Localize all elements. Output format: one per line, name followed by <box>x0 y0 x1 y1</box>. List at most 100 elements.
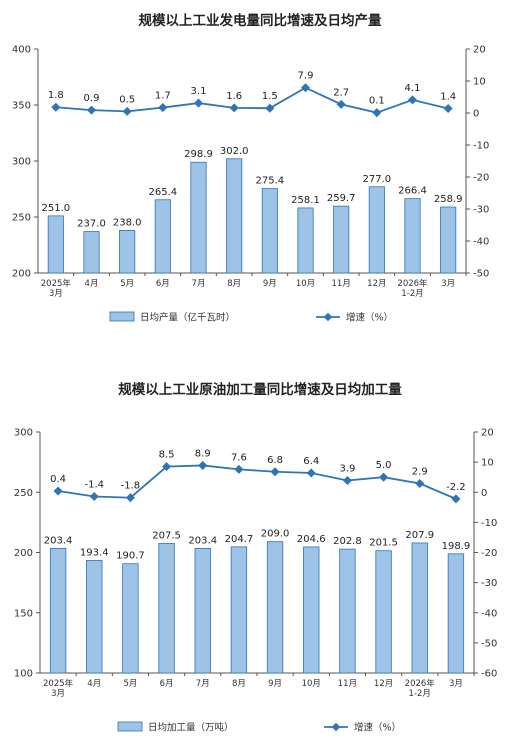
chart-1-line-point <box>158 103 168 113</box>
chart-2-left-tick-label: 250 <box>14 488 33 499</box>
chart-2-line-label: -2.2 <box>446 482 466 493</box>
chart-2-line-point <box>125 493 135 503</box>
chart-2-right-tick-label: -60 <box>481 669 497 680</box>
chart-1: 200 250 300 350 400 -50 -40 -30 -20 -10 0 10 20 251.0… <box>12 45 489 324</box>
chart-2-line-label: 0.4 <box>50 474 66 485</box>
chart-2-bar <box>375 550 392 674</box>
chart-1-right-tick-label: -30 <box>473 205 489 216</box>
chart-1-bar <box>226 158 243 274</box>
chart-1-growth-line <box>55 86 449 114</box>
chart-2-line-label: -1.4 <box>84 479 104 490</box>
chart-1-legend-bar-label: 日均产量（亿千瓦时） <box>140 312 235 324</box>
chart-2-right-tick-label: -20 <box>481 548 497 559</box>
chart-1-right-tick-label: 20 <box>473 45 486 56</box>
chart-2-category-label: 5月 <box>123 679 137 689</box>
chart-2-line-label: 8.9 <box>195 448 211 459</box>
chart-1-line-point <box>86 105 97 115</box>
chart-2-bar-label: 209.0 <box>261 529 290 540</box>
chart-2-left-tick-label: 300 <box>14 428 33 439</box>
chart-1-line-point <box>372 108 382 118</box>
chart-2-bar-label: 204.7 <box>225 534 254 545</box>
chart-2-line-label: 6.4 <box>303 456 319 467</box>
chart-1-bar <box>404 198 421 274</box>
chart-2-bar-label: 190.7 <box>116 551 145 562</box>
chart-1-bar <box>297 207 314 274</box>
chart-1-category-label: 6月 <box>156 279 170 289</box>
chart-2-category-label: 2025年 <box>43 678 74 689</box>
chart-1-category-label: 2026年 <box>397 278 428 289</box>
chart-1-line-label: 2.7 <box>333 87 349 98</box>
chart-2-category-label: 1-2月 <box>409 689 431 699</box>
chart-1-bar <box>261 188 278 274</box>
chart-1-line-label: 0.5 <box>119 94 135 105</box>
chart-2-bar <box>266 541 284 674</box>
chart-2-category-label: 2026年 <box>405 678 436 689</box>
chart-1-right-tick-label: -50 <box>473 269 489 280</box>
chart-2-bar <box>447 553 465 674</box>
chart-1-bar-label: 298.9 <box>184 149 213 160</box>
chart-2-bar-label: 198.9 <box>442 541 471 552</box>
chart-1-category-label: 11月 <box>332 279 351 289</box>
chart-1-line-point <box>443 103 453 114</box>
chart-1-left-tick-label: 250 <box>12 213 31 224</box>
chart-2-bar-label: 203.4 <box>44 535 73 546</box>
chart-1-line-point <box>122 106 132 116</box>
chart-1-line-label: 7.9 <box>298 71 314 82</box>
chart-2-bar-label: 202.8 <box>333 536 362 547</box>
chart-2-line-point <box>306 468 316 478</box>
chart-2-bar <box>194 548 211 674</box>
chart-1-bar <box>333 205 350 274</box>
chart-1-line-point <box>265 103 275 113</box>
chart-1-bar <box>47 215 64 274</box>
chart-2-category-label: 6月 <box>160 679 174 689</box>
chart-2-line-label: 6.8 <box>267 455 283 466</box>
chart-2-category-label: 8月 <box>232 679 246 689</box>
chart-2-category-label: 4月 <box>87 679 101 689</box>
chart-1-line-point <box>336 99 346 109</box>
chart-1-category-label: 10月 <box>296 279 315 289</box>
chart-2-line-label: 2.9 <box>412 467 428 478</box>
chart-1-line-point <box>193 98 204 108</box>
chart-2-category-label: 3月 <box>449 679 463 689</box>
chart-2-line-point <box>451 494 461 504</box>
chart-1-category-label: 1-2月 <box>401 289 423 299</box>
chart-2-bar-label: 204.6 <box>297 534 326 545</box>
chart-1-legend-line-label: 增速（%） <box>346 312 393 324</box>
chart-1-line-point <box>51 102 61 112</box>
chart-1-category-label: 12月 <box>367 279 386 289</box>
chart-1-bar-label: 275.4 <box>256 176 285 187</box>
chart-1-category-label: 3月 <box>49 289 63 299</box>
chart-2-right-tick-label: -30 <box>481 578 497 589</box>
chart-1-bar-label: 258.1 <box>291 195 320 206</box>
chart-1-bar-label: 266.4 <box>398 186 427 197</box>
chart-2-category-label: 9月 <box>268 679 282 689</box>
chart-1-bar <box>83 231 100 274</box>
chart-2-bar-label: 201.5 <box>369 538 398 549</box>
chart-2-bar <box>411 542 428 674</box>
chart-1-right-tick-label: -40 <box>473 237 489 248</box>
chart-1-bar-label: 259.7 <box>327 193 356 204</box>
chart-1-line-label: 0.1 <box>369 96 385 107</box>
chart-1-category-label: 3月 <box>441 279 455 289</box>
chart-2-line-point <box>270 467 280 477</box>
chart-2-bar <box>122 563 139 674</box>
chart-2-left-tick-label: 100 <box>14 669 33 680</box>
chart-1-category-label: 9月 <box>263 279 277 289</box>
chart-1-line-label: 1.7 <box>155 91 171 102</box>
chart-1-line-label: 4.1 <box>405 83 421 94</box>
chart-2-bar-label: 207.9 <box>405 530 434 541</box>
chart-2-line-label: 3.9 <box>339 464 355 475</box>
chart-2-line-point <box>162 462 172 472</box>
chart-1-bar-label: 258.9 <box>434 194 463 205</box>
chart-1-left-tick-label: 200 <box>12 269 31 280</box>
chart-1-bar <box>154 199 171 274</box>
chart-1-title: 规模以上工业发电量同比增速及日均产量 <box>138 13 382 29</box>
chart-2-bar-label: 207.5 <box>152 530 181 541</box>
chart-2-line-label: 7.6 <box>231 452 247 463</box>
chart-1-line-label: 1.4 <box>440 92 456 103</box>
chart-2-line-point <box>89 491 99 501</box>
chart-2-right-tick-label: 0 <box>481 488 487 499</box>
chart-2-right-tick-label: 10 <box>481 458 494 469</box>
chart-2-line-point <box>198 460 208 470</box>
chart-1-right-tick-label: 10 <box>473 77 486 88</box>
